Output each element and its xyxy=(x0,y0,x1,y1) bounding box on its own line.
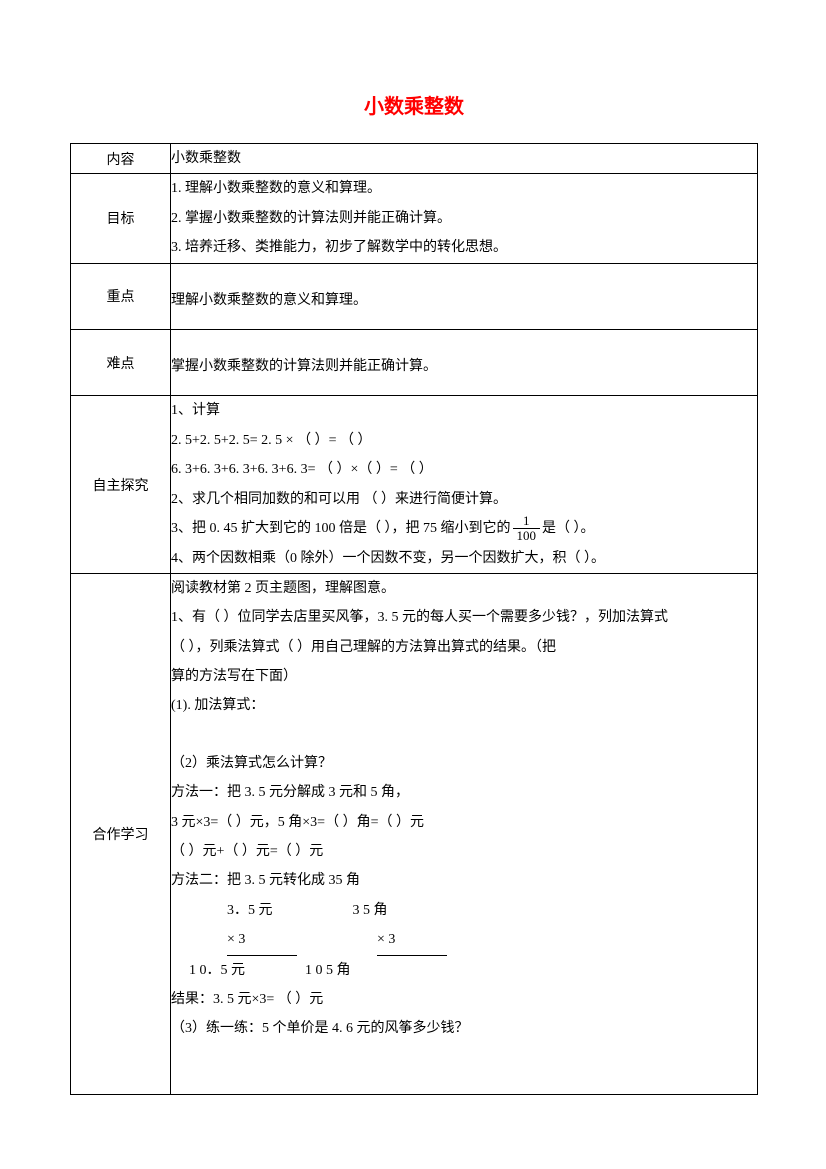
text-hard: 掌握小数乘整数的计算法则并能正确计算。 xyxy=(171,329,758,395)
label-coop: 合作学习 xyxy=(71,573,171,1094)
page-title: 小数乘整数 xyxy=(70,90,758,119)
label-hard: 难点 xyxy=(71,329,171,395)
row-hard: 难点 掌握小数乘整数的计算法则并能正确计算。 xyxy=(71,329,758,395)
label-key: 重点 xyxy=(71,263,171,329)
lesson-table: 内容 小数乘整数 目标 1. 理解小数乘整数的意义和算理。 2. 掌握小数乘整数… xyxy=(70,143,758,1095)
row-key: 重点 理解小数乘整数的意义和算理。 xyxy=(71,263,758,329)
label-self: 自主探究 xyxy=(71,396,171,574)
text-content: 小数乘整数 xyxy=(171,144,758,174)
row-coop: 合作学习 阅读教材第 2 页主题图，理解图意。 1、有（ ）位同学去店里买风筝，… xyxy=(71,573,758,1094)
row-goal: 目标 1. 理解小数乘整数的意义和算理。 2. 掌握小数乘整数的计算法则并能正确… xyxy=(71,174,758,263)
text-coop: 阅读教材第 2 页主题图，理解图意。 1、有（ ）位同学去店里买风筝，3. 5 … xyxy=(171,573,758,1094)
label-goal: 目标 xyxy=(71,174,171,263)
text-key: 理解小数乘整数的意义和算理。 xyxy=(171,263,758,329)
calc-block: 3．5 元 3 5 角 xyxy=(171,896,757,925)
text-self: 1、计算 2. 5+2. 5+2. 5= 2. 5 × （ ）= （ ） 6. … xyxy=(171,396,758,574)
label-content: 内容 xyxy=(71,144,171,174)
text-goal: 1. 理解小数乘整数的意义和算理。 2. 掌握小数乘整数的计算法则并能正确计算。… xyxy=(171,174,758,263)
fraction-icon: 1100 xyxy=(513,514,541,544)
row-self: 自主探究 1、计算 2. 5+2. 5+2. 5= 2. 5 × （ ）= （ … xyxy=(71,396,758,574)
row-content: 内容 小数乘整数 xyxy=(71,144,758,174)
